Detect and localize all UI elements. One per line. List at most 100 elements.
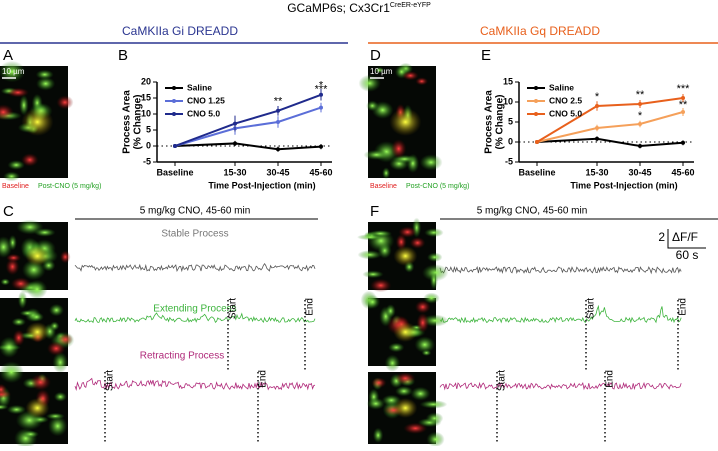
cell-signal bbox=[419, 400, 448, 409]
panel-letter: B bbox=[118, 47, 128, 64]
point bbox=[276, 108, 280, 113]
series-line bbox=[536, 111, 684, 143]
cell-signal bbox=[357, 234, 384, 241]
point bbox=[681, 96, 685, 100]
trace bbox=[439, 381, 682, 391]
x-tick-label: 45-60 bbox=[309, 167, 332, 177]
cell-signal bbox=[385, 304, 396, 318]
cell-signal bbox=[30, 374, 51, 391]
panel-letter: C bbox=[3, 203, 14, 220]
cell-signal bbox=[26, 279, 48, 299]
x-tick-label: 30-45 bbox=[628, 167, 651, 177]
point bbox=[319, 92, 323, 97]
panel-letter: F bbox=[370, 203, 379, 220]
cell-signal bbox=[372, 427, 384, 443]
point bbox=[681, 110, 685, 114]
y-tick-label: 0 bbox=[146, 140, 151, 150]
y-axis-title: (% Change) bbox=[133, 95, 144, 150]
cell-signal bbox=[366, 100, 379, 112]
cell-body bbox=[393, 246, 418, 266]
trace-header: 5 mg/kg CNO, 45-60 min bbox=[477, 206, 588, 217]
point bbox=[276, 147, 280, 152]
cell-signal bbox=[429, 270, 438, 290]
point bbox=[638, 144, 642, 148]
legend-label: CNO 5.0 bbox=[187, 108, 220, 118]
legend-label: Saline bbox=[187, 82, 212, 92]
point bbox=[595, 136, 599, 141]
scale-label: ΔF/F bbox=[672, 230, 698, 244]
cell-signal bbox=[34, 228, 56, 237]
cell-signal bbox=[21, 153, 39, 167]
event-label: Start bbox=[228, 298, 239, 319]
cell-signal bbox=[49, 321, 60, 331]
trace-title: Extending Process bbox=[153, 304, 236, 315]
cell-body bbox=[393, 322, 418, 342]
point bbox=[233, 121, 237, 126]
significance: *** bbox=[315, 84, 329, 96]
cell-body bbox=[25, 246, 50, 266]
cell-signal bbox=[5, 258, 20, 276]
point bbox=[276, 120, 280, 124]
cell-signal bbox=[390, 139, 407, 159]
cell-signal bbox=[29, 312, 44, 322]
cell-signal bbox=[416, 312, 430, 333]
image-label: Post-CNO (5 mg/kg) bbox=[406, 183, 469, 190]
y-axis-title: Process Area bbox=[484, 90, 495, 154]
scale-label: 10 µm bbox=[2, 67, 25, 76]
cell-body bbox=[21, 108, 54, 136]
y-tick-label: -5 bbox=[143, 156, 151, 166]
significance: * bbox=[595, 91, 600, 103]
trace-title: Stable Process bbox=[161, 229, 228, 240]
event-label: End bbox=[605, 370, 616, 388]
trace-title: Retracting Process bbox=[140, 351, 224, 362]
legend-marker bbox=[534, 99, 538, 103]
scale-bar bbox=[667, 229, 706, 249]
cell-signal bbox=[374, 67, 385, 74]
x-tick-label: 45-60 bbox=[671, 167, 694, 177]
cell-signal bbox=[364, 294, 381, 310]
event-label: Start bbox=[586, 298, 597, 319]
scale-label: 10 µm bbox=[370, 67, 393, 76]
cell-signal bbox=[0, 361, 24, 384]
cell-signal bbox=[410, 386, 431, 401]
image-label: Post-CNO (5 mg/kg) bbox=[38, 183, 101, 190]
cell-body bbox=[25, 398, 50, 418]
cell-signal bbox=[409, 237, 426, 249]
point bbox=[595, 126, 599, 130]
cell-signal bbox=[362, 270, 384, 279]
legend-marker bbox=[172, 99, 176, 103]
cell-signal bbox=[403, 422, 428, 434]
cell-signal bbox=[22, 430, 40, 438]
cell-signal bbox=[0, 383, 7, 396]
cell-signal bbox=[395, 385, 413, 397]
cell-body bbox=[389, 108, 422, 136]
cell-signal bbox=[358, 74, 381, 92]
panel-letter: D bbox=[370, 47, 381, 64]
cell-signal bbox=[402, 71, 419, 81]
legend-marker bbox=[534, 86, 538, 90]
x-tick-label: Baseline bbox=[518, 167, 555, 177]
cell-signal bbox=[366, 397, 386, 410]
legend-label: Saline bbox=[549, 82, 574, 92]
x-tick-label: 15-30 bbox=[585, 167, 608, 177]
x-tick-label: Baseline bbox=[156, 167, 193, 177]
panel-letter: E bbox=[481, 47, 491, 64]
cell-signal bbox=[415, 77, 429, 86]
cell-signal bbox=[57, 333, 74, 346]
image-label: Baseline bbox=[370, 183, 397, 190]
cell-signal bbox=[0, 404, 9, 411]
scale-label: 60 s bbox=[676, 248, 699, 262]
legend-label: CNO 5.0 bbox=[549, 108, 582, 118]
legend-marker bbox=[534, 112, 538, 116]
y-tick-label: 0 bbox=[508, 136, 513, 146]
event-label: End bbox=[305, 298, 316, 316]
cell-body bbox=[25, 322, 50, 342]
point bbox=[173, 144, 177, 148]
y-axis-title: Process Area bbox=[122, 90, 133, 154]
series-line bbox=[536, 97, 684, 143]
point bbox=[638, 122, 642, 126]
series-line bbox=[536, 137, 684, 148]
point bbox=[233, 141, 237, 146]
cell-signal bbox=[427, 252, 443, 262]
